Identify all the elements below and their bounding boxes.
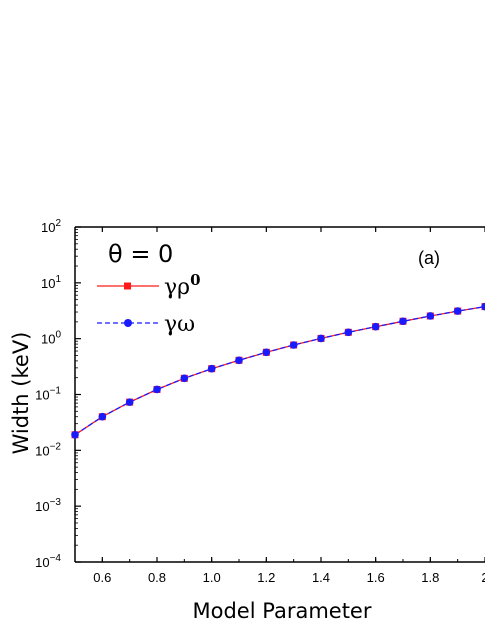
x-tick-label: 0.6 [93,570,111,585]
series-point-circle [98,412,107,421]
y-tick-exponent: −2 [50,441,62,452]
series-point-circle [289,341,298,349]
y-tick-label: 101 [41,274,61,291]
y-tick-exponent: −4 [50,553,62,564]
y-tick-label: 10−1 [35,386,61,403]
series-point-circle [153,385,161,394]
series-point-circle [71,430,79,439]
x-tick-label: 1.2 [257,570,275,585]
series-point-circle [371,322,380,331]
series-point-circle [235,356,243,365]
legend-label-0: γρ0 [164,271,201,300]
y-axis-title: Width (keV) [9,332,33,455]
panel-label: (a) [418,248,440,268]
legend-label-superscript: 0 [190,271,200,289]
series-layer [71,302,485,439]
axes [74,226,485,563]
theta-annotation: θ = 0 [108,240,173,268]
legend-marker-circle [124,319,132,327]
series-point-circle [207,364,216,373]
series-point-circle [481,302,485,311]
legend-marker-square [124,282,131,290]
y-tick-exponent: 0 [55,330,61,341]
y-tick-label: 10−2 [35,441,61,458]
ticks: 0.60.81.01.21.41.61.8210210110010−110−21… [35,218,485,585]
y-tick-exponent: −3 [50,497,62,508]
series-line-1 [74,305,485,436]
y-tick-label: 10−3 [35,497,61,514]
x-tick-label: 1.4 [312,570,330,585]
legend: γρ0 γω [97,271,201,337]
series-point-circle [453,307,462,315]
series-point-circle [262,348,271,357]
series-point-circle [399,317,407,326]
series-point-circle [344,328,353,337]
legend-label-1: γω [164,312,195,337]
series-point-circle [125,398,134,406]
y-tick-label: 10−4 [35,553,61,570]
series-point-circle [426,312,435,320]
x-tick-label: 2 [481,570,485,585]
x-tick-label: 0.8 [148,570,166,585]
x-tick-label: 1.0 [203,570,221,585]
x-tick-label: 1.6 [367,570,385,585]
y-tick-exponent: 1 [55,274,61,285]
y-tick-label: 100 [41,330,61,347]
y-tick-exponent: 2 [55,218,61,229]
series-line-0 [74,305,485,436]
x-axis-title: Model Parameter [193,599,372,623]
x-tick-label: 1.8 [421,570,439,585]
y-tick-label: 102 [41,218,61,235]
series-point-circle [180,374,189,383]
y-tick-exponent: −1 [50,386,62,397]
series-point-circle [317,334,325,343]
